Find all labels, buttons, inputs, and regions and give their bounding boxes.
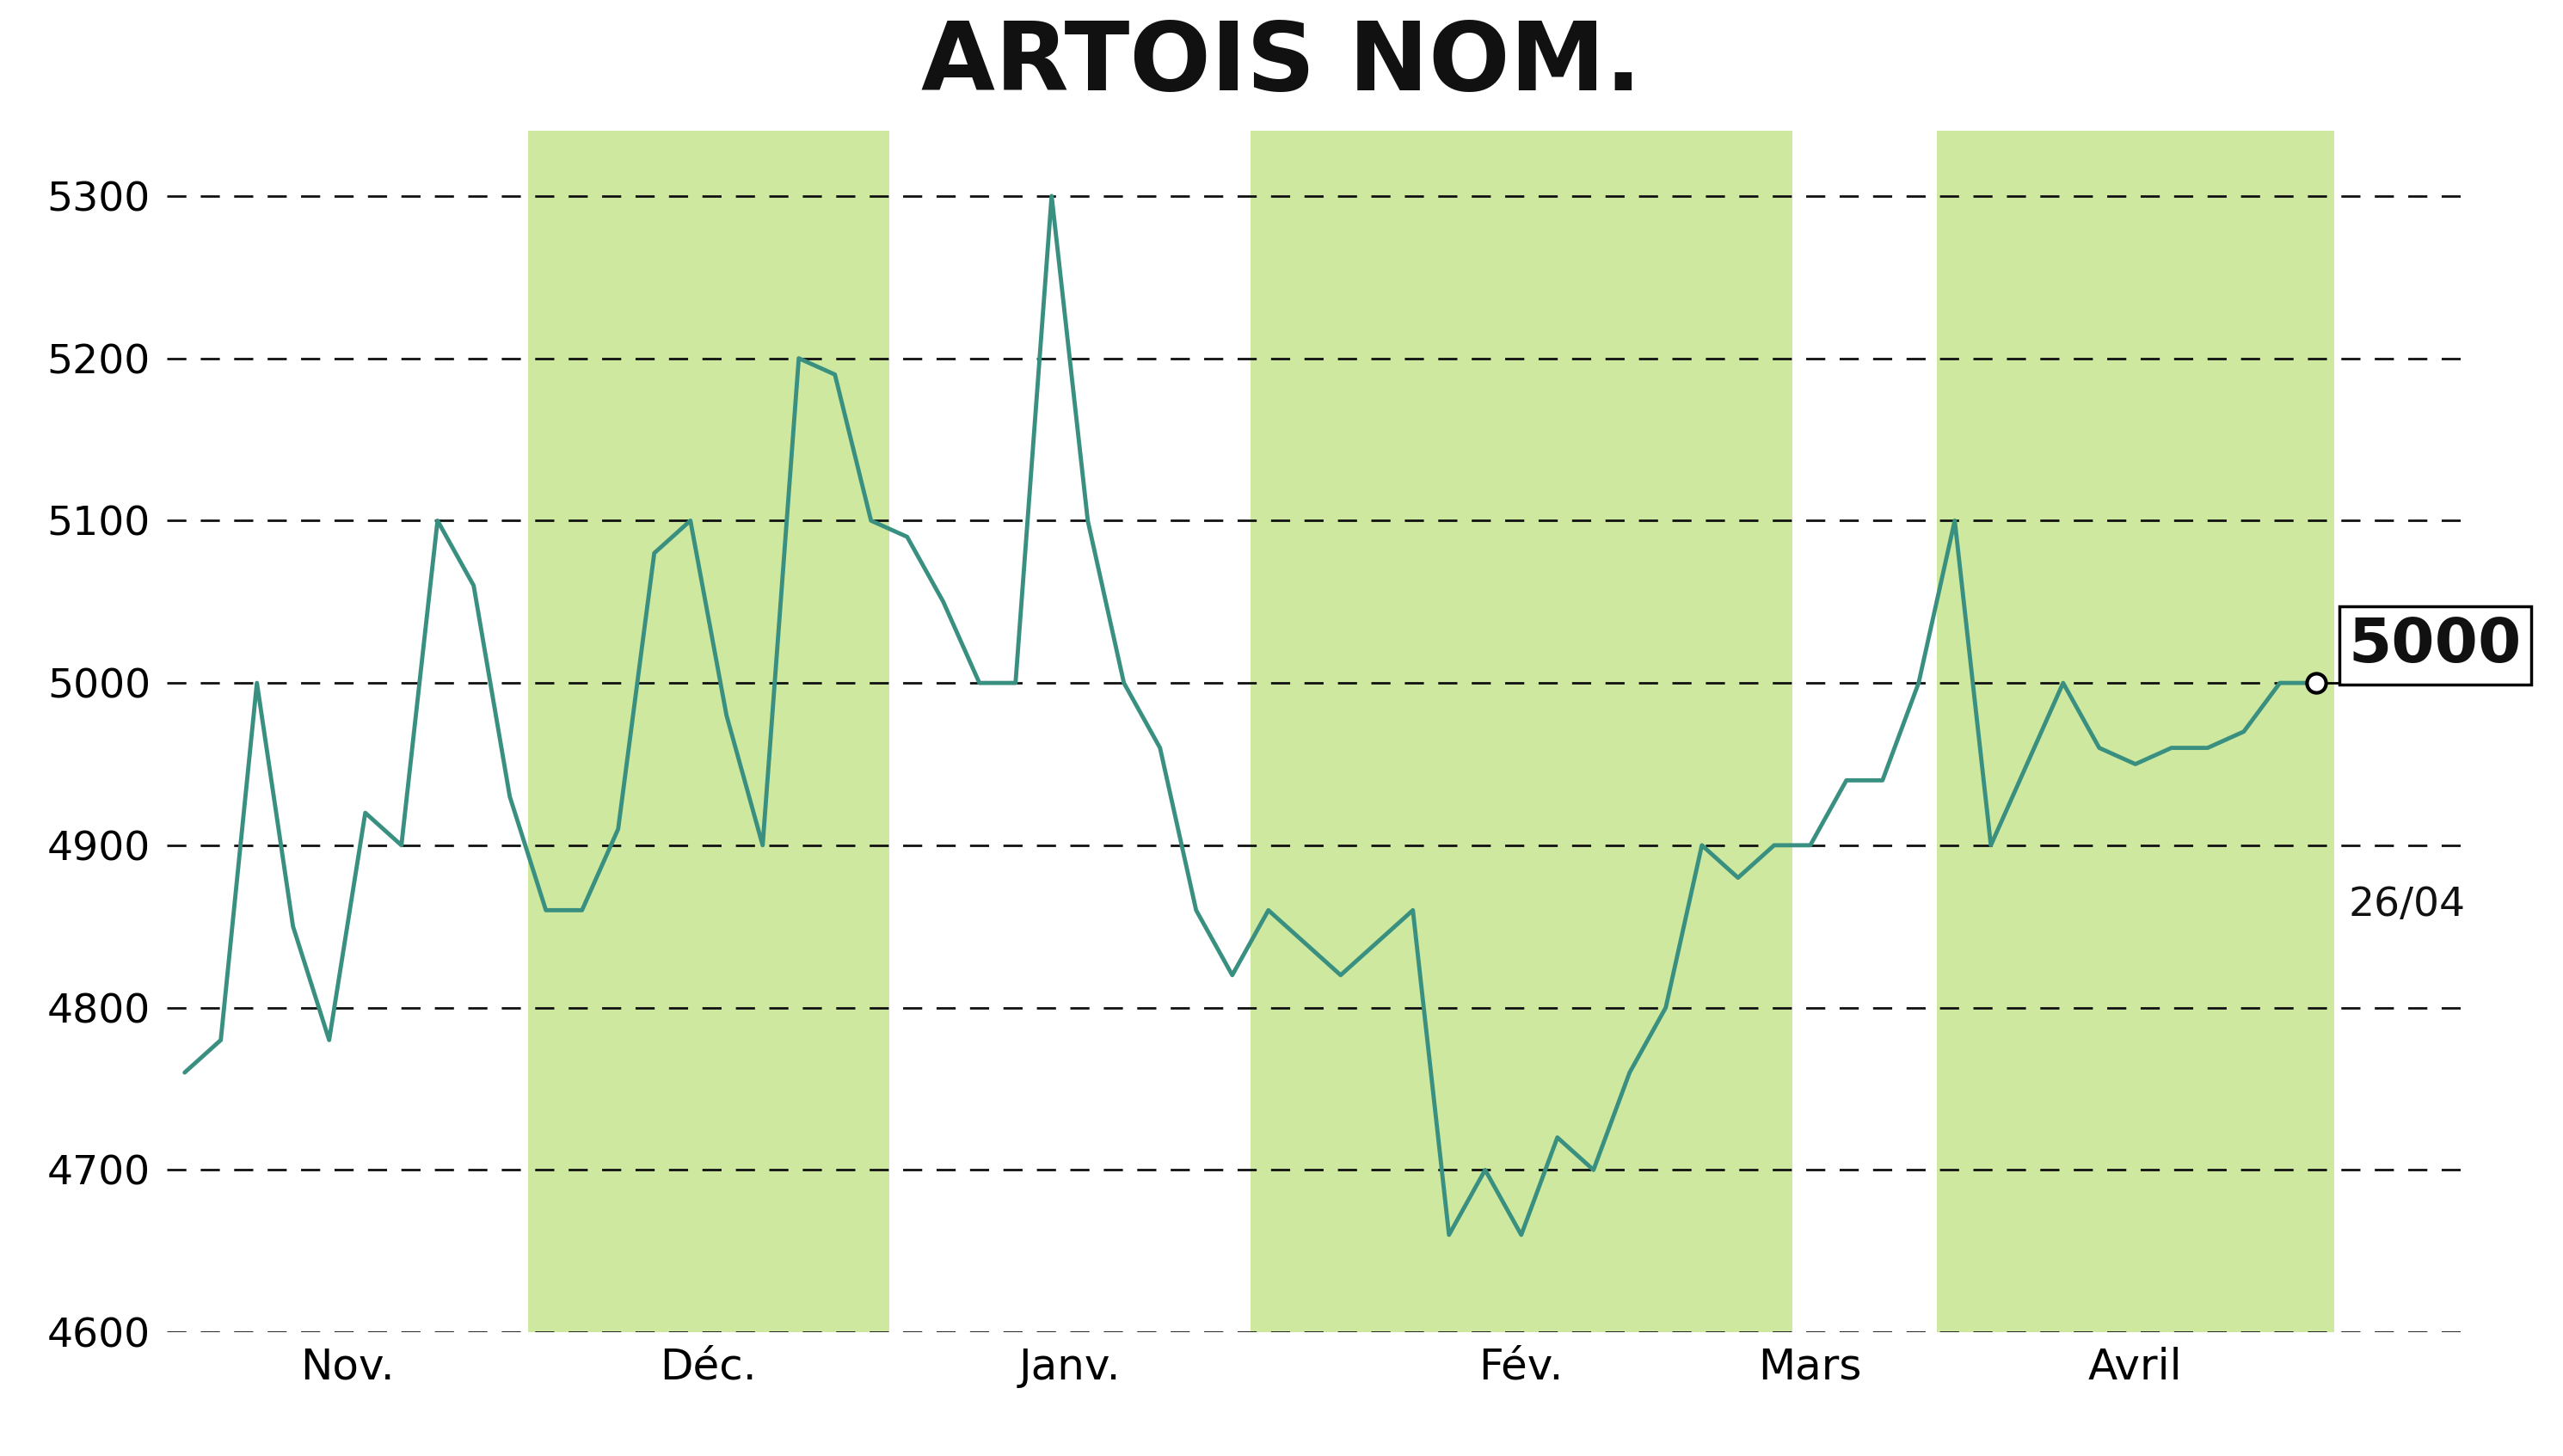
Text: 5000: 5000 xyxy=(2348,616,2522,674)
Text: ARTOIS NOM.: ARTOIS NOM. xyxy=(920,19,1643,111)
Bar xyxy=(528,131,889,1332)
Text: 26/04: 26/04 xyxy=(2348,885,2466,925)
Bar xyxy=(1938,131,2335,1332)
Bar xyxy=(1251,131,1792,1332)
